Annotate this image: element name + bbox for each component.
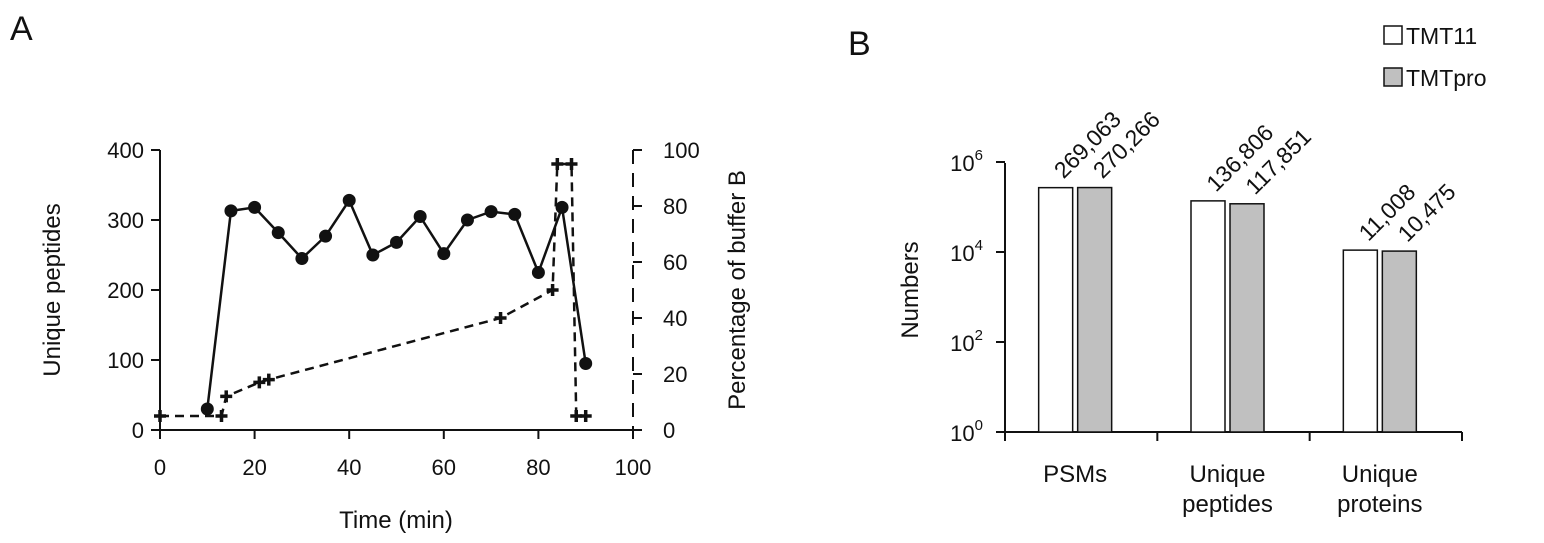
legend-swatch-tmt11 <box>1383 25 1403 45</box>
category-label: Unique proteins <box>1337 461 1422 518</box>
unique-peptides-point <box>248 200 262 214</box>
panel-b-y-tick-label: 100 <box>950 417 983 446</box>
panel-a-y-axis-label: Unique peptides <box>39 203 66 376</box>
panel-a-y-tick-label: 300 <box>107 208 144 233</box>
unique-peptides-point <box>508 207 522 221</box>
panel-a-x-tick-label: 20 <box>242 455 266 480</box>
bar-tmt11-1 <box>1190 200 1226 433</box>
panel-a-x-tick-label: 100 <box>615 455 652 480</box>
panel-a-y-tick-label: 400 <box>107 138 144 163</box>
buffer-b-point <box>262 373 275 386</box>
unique-peptides-point <box>413 210 427 223</box>
panel-b-y-axis-label: Numbers <box>897 241 924 338</box>
panel-b-y-tick-label: 106 <box>950 147 983 176</box>
panel-a-y2-tick-label: 60 <box>663 250 687 275</box>
buffer-b-point <box>253 376 266 389</box>
unique-peptides-point <box>319 229 333 243</box>
bar-tmtpro-0 <box>1076 186 1113 433</box>
panel-a-y-tick-label: 0 <box>132 418 144 443</box>
unique-peptides-point <box>390 235 403 249</box>
buffer-b-point <box>494 312 507 324</box>
panel-a-y2-tick-label: 80 <box>663 194 687 219</box>
unique-peptides-point <box>555 200 569 214</box>
panel-a-y2-tick-label: 100 <box>663 138 700 163</box>
bar-tmt11-2 <box>1342 249 1379 433</box>
panel-a-x-tick-label: 0 <box>154 455 166 480</box>
panel-a-x-ticks: 0 20 40 60 80 100 <box>154 430 651 480</box>
legend-label-tmtpro: TMTpro <box>1406 65 1487 91</box>
panel-b-y-tick-label: 102 <box>950 327 983 356</box>
panel-a-x-tick-label: 40 <box>337 455 361 480</box>
panel-a-letter: A <box>10 10 33 48</box>
unique-peptides-point <box>295 252 309 265</box>
buffer-b-point <box>546 284 559 296</box>
panel-b-legend: TMT11 TMTpro <box>1383 23 1487 91</box>
panel-b-category-labels: PSMs Unique peptides Unique proteins <box>1043 461 1422 518</box>
panel-a-y-tick-label: 100 <box>107 348 144 373</box>
category-label: PSMs <box>1043 461 1107 488</box>
buffer-b-point <box>579 410 592 422</box>
unique-peptides-point <box>342 193 356 207</box>
unique-peptides-point <box>460 213 474 227</box>
unique-peptides-line <box>206 197 587 410</box>
category-label: Unique peptides <box>1182 461 1273 518</box>
unique-peptides-point <box>484 205 498 219</box>
unique-peptides-point <box>224 204 238 218</box>
panel-a-x-tick-label: 60 <box>432 455 456 480</box>
panel-a-line-chart: A 0 100 200 300 400 0 20 40 60 80 100 0 20 40 60 80 10… <box>10 10 751 534</box>
buffer-b-point <box>565 158 578 170</box>
panel-a-y2-tick-label: 20 <box>663 362 687 387</box>
panel-a-y2-tick-label: 0 <box>663 418 675 443</box>
unique-peptides-point <box>531 266 545 279</box>
unique-peptides-point <box>579 357 593 370</box>
unique-peptides-point <box>271 226 285 240</box>
panel-b-x-ticks <box>1004 432 1463 441</box>
panel-b-y-tick-label: 104 <box>950 237 983 266</box>
panel-a-y-tick-label: 200 <box>107 278 144 303</box>
buffer-b-point <box>154 410 166 422</box>
buffer-b-point <box>220 390 233 403</box>
buffer-b-point <box>215 410 228 422</box>
panel-b-y-ticks: 100 102 104 106 <box>950 147 1005 446</box>
buffer-b-point <box>551 158 564 170</box>
panel-a-y-ticks: 0 100 200 300 400 <box>107 138 160 443</box>
panel-a-series <box>154 158 593 422</box>
panel-a-y2-axis-label: Percentage of buffer B <box>724 170 751 410</box>
panel-b-letter: B <box>848 25 871 63</box>
unique-peptides-point <box>200 402 214 416</box>
buffer-b-line <box>160 162 586 418</box>
panel-a-y2-tick-label: 40 <box>663 306 687 331</box>
bar-tmt11-0 <box>1037 186 1074 433</box>
panel-a-x-axis-label: Time (min) <box>339 507 453 534</box>
legend-swatch-tmtpro <box>1383 67 1403 87</box>
unique-peptides-point <box>366 248 380 262</box>
panel-a-x-tick-label: 80 <box>526 455 550 480</box>
panel-a-y2-ticks: 0 20 40 60 80 100 <box>633 138 700 443</box>
bar-tmtpro-2 <box>1381 250 1418 433</box>
bar-tmtpro-1 <box>1229 203 1265 433</box>
unique-peptides-point <box>437 247 451 261</box>
legend-label-tmt11: TMT11 <box>1406 23 1477 49</box>
